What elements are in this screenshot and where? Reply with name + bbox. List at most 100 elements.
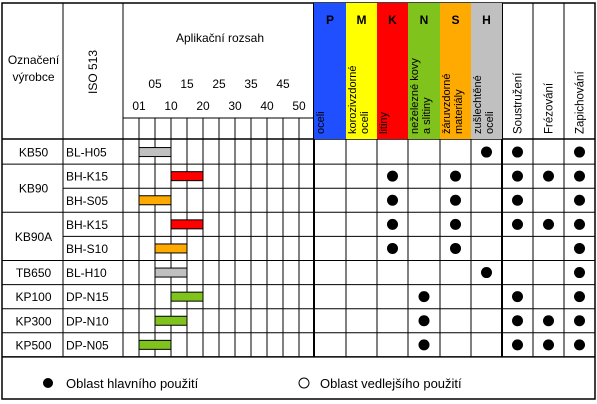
range-bar	[170, 291, 204, 302]
iso-code: BL-H10	[66, 266, 107, 280]
iso-code: BH-S10	[66, 242, 108, 256]
range-bar	[138, 195, 172, 206]
group-letter-k: K	[388, 13, 397, 27]
operation-bullet	[512, 194, 523, 206]
legend-primary-bullet	[43, 378, 53, 388]
group-header-s	[440, 3, 471, 139]
iso-code: BH-K15	[66, 170, 108, 184]
iso-code: DP-N15	[66, 290, 109, 304]
iso-code: DP-N05	[66, 338, 109, 352]
primary-use-bullet	[418, 339, 430, 351]
iso-code: BH-S05	[66, 194, 108, 208]
group-letter-m: M	[357, 13, 367, 27]
range-bar	[170, 219, 204, 230]
iso-code: BL-H05	[66, 146, 107, 160]
iso-code: DP-N10	[66, 314, 109, 328]
operation-bullet	[512, 339, 523, 351]
iso-code: BH-K15	[66, 218, 108, 232]
product-code: TB650	[16, 266, 52, 280]
primary-use-bullet	[387, 218, 398, 230]
range-tick-top: 15	[180, 77, 194, 91]
group-letter-n: N	[420, 13, 429, 27]
primary-use-bullet	[450, 218, 461, 230]
range-tick-bottom: 10	[164, 99, 178, 113]
operation-bullet	[574, 291, 585, 303]
group-desc-n: a slitiny	[421, 97, 433, 134]
primary-use-bullet	[418, 315, 430, 327]
range-bar	[154, 267, 188, 278]
operation-bullet	[574, 339, 585, 351]
primary-use-bullet	[450, 242, 461, 254]
product-code: KP100	[15, 290, 51, 304]
range-tick-bottom: 20	[196, 99, 210, 113]
range-tick-top: 25	[212, 77, 226, 91]
iso-header: ISO 513	[86, 50, 100, 94]
product-code: KB90	[19, 182, 49, 196]
group-desc-h: zušlechtěné	[472, 75, 484, 134]
operation-bullet	[574, 194, 585, 206]
range-tick-bottom: 50	[292, 99, 306, 113]
operation-bullet	[512, 315, 523, 327]
group-letter-h: H	[482, 13, 491, 27]
primary-use-bullet	[481, 267, 492, 279]
range-tick-bottom: 01	[132, 99, 146, 113]
operation-bullet	[512, 218, 523, 230]
product-header-line1: Označení	[8, 53, 60, 67]
product-code: KP500	[15, 338, 51, 352]
legend: Oblast hlavního použití Oblast vedlejšíh…	[43, 376, 462, 391]
group-letter-p: P	[326, 13, 334, 27]
primary-use-bullet	[418, 291, 430, 303]
range-tick-bottom: 40	[260, 99, 274, 113]
operation-bullet	[512, 170, 523, 182]
group-desc-h: oceli	[484, 111, 496, 134]
operation-bullet	[512, 146, 523, 158]
group-desc-s: žáruvzdorné	[441, 73, 453, 134]
legend-secondary-label: Oblast vedlejšího použití	[320, 376, 462, 391]
range-bar	[138, 147, 172, 158]
operation-header-1: Soustružení	[513, 72, 525, 134]
operation-bullet	[574, 267, 585, 279]
operation-bullet	[543, 315, 554, 327]
range-tick-top: 05	[148, 77, 162, 91]
primary-use-bullet	[450, 170, 461, 182]
operation-header-3: Zapichování	[575, 71, 587, 134]
product-code: KB50	[19, 146, 49, 160]
range-tick-top: 45	[276, 77, 290, 91]
primary-use-bullet	[387, 170, 398, 182]
group-desc-p: oceli	[315, 111, 327, 134]
product-code: KP300	[15, 314, 51, 328]
primary-use-bullet	[481, 146, 492, 158]
primary-use-bullet	[387, 242, 398, 254]
group-desc-m: korozivzdorné	[347, 66, 359, 134]
operation-bullet	[574, 146, 585, 158]
group-desc-s: materiály	[453, 89, 465, 134]
operation-bullet	[574, 170, 585, 182]
operation-bullet	[543, 218, 554, 230]
range-bar	[154, 315, 188, 326]
operation-bullet	[543, 170, 554, 182]
range-tick-top: 35	[244, 77, 258, 91]
primary-use-bullet	[450, 194, 461, 206]
group-desc-m: oceli	[359, 111, 371, 134]
legend-primary-label: Oblast hlavního použití	[66, 376, 199, 391]
range-tick-bottom: 30	[228, 99, 242, 113]
range-bar	[170, 171, 204, 182]
legend-secondary-bullet	[298, 377, 310, 389]
group-header-m	[346, 3, 377, 139]
range-title: Aplikační rozsah	[176, 31, 264, 45]
group-header-n	[408, 3, 440, 139]
group-header-k	[377, 3, 408, 139]
operation-bullet	[574, 242, 585, 254]
operation-bullet	[574, 218, 585, 230]
group-header-p	[314, 3, 346, 139]
operation-bullet	[512, 291, 523, 303]
group-desc-n: neželezné kovy	[409, 58, 421, 134]
operation-bullet	[574, 315, 585, 327]
product-header-line2: výrobce	[12, 70, 54, 84]
primary-use-bullet	[387, 194, 398, 206]
group-letter-s: S	[451, 13, 459, 27]
operation-bullet	[543, 339, 554, 351]
group-desc-k: litiny	[378, 111, 390, 134]
